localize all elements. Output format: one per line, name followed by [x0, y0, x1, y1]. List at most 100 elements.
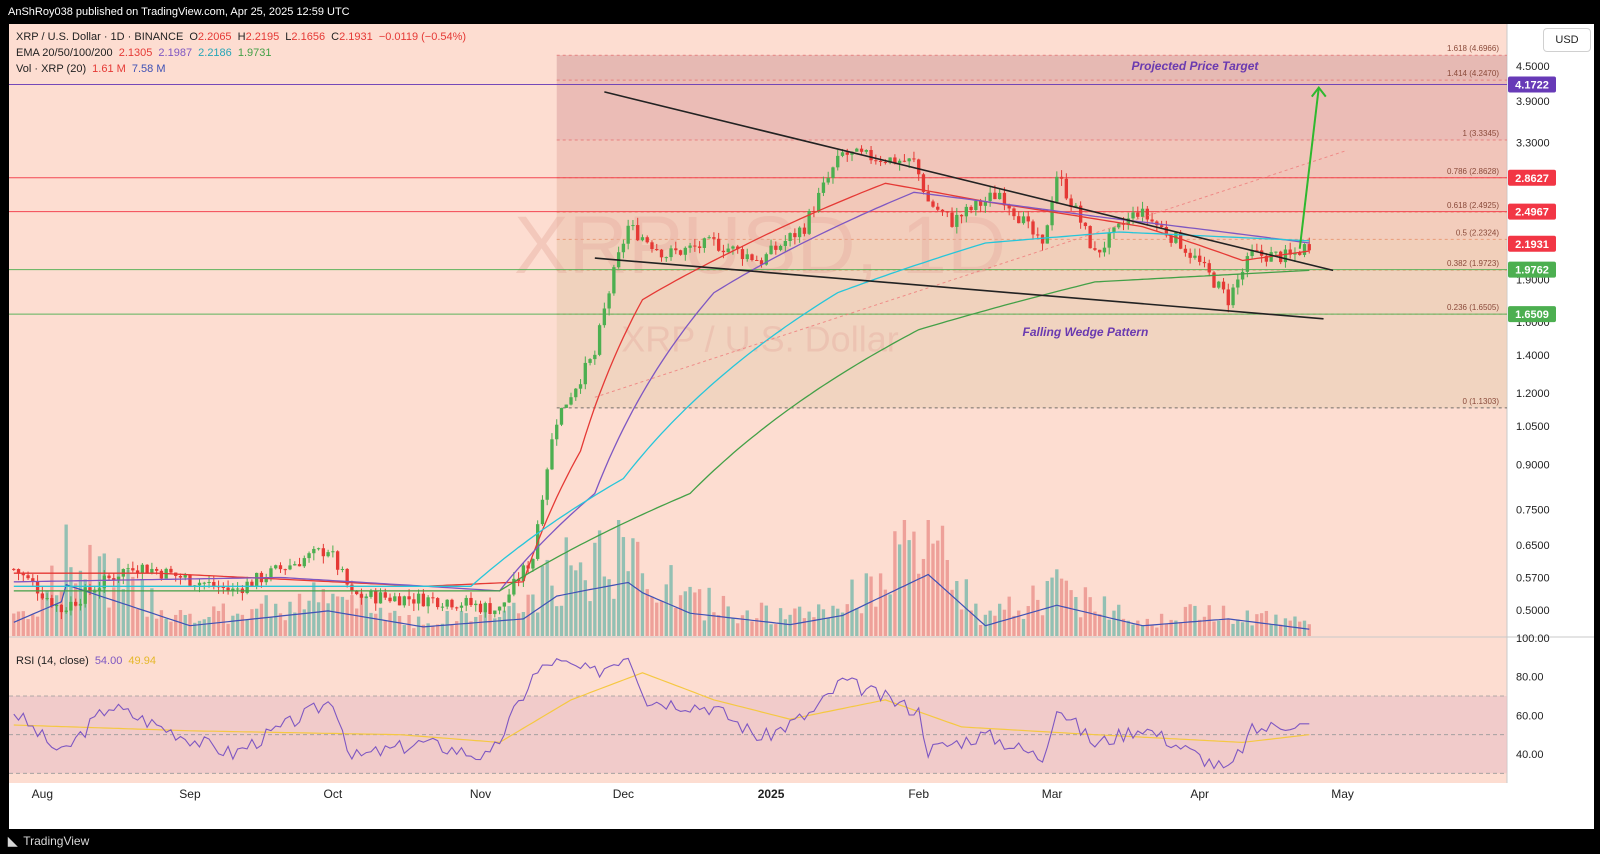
price-level-badge [1508, 76, 1556, 93]
volume-bar [1193, 605, 1197, 636]
price-level-badge-label: 4.1722 [1515, 80, 1549, 92]
volume-bar [697, 589, 702, 636]
volume-bar [250, 609, 254, 636]
volume-bar [202, 619, 206, 636]
candle-body [397, 596, 402, 606]
volume-bar [688, 586, 692, 636]
candle-body [569, 397, 573, 405]
volume-bar [364, 595, 368, 636]
volume-bar [302, 609, 306, 636]
volume-bar [297, 593, 302, 636]
volume-bar [397, 616, 402, 636]
fib-zone [556, 177, 1507, 213]
candle-body [116, 576, 121, 581]
candle-body [459, 605, 464, 608]
volume-bar [359, 592, 364, 636]
volume-bar [521, 611, 526, 636]
candle-body [35, 581, 40, 594]
volume-bar [1064, 580, 1069, 636]
candle-body [126, 568, 130, 570]
rsi-ma-line [13, 672, 1310, 744]
candle-body [326, 552, 330, 557]
fib-zone [556, 55, 1507, 81]
volume-bar [331, 593, 335, 636]
volume-bar [912, 531, 916, 636]
volume-bar [507, 606, 511, 636]
volume-bar [845, 604, 849, 636]
volume-bar [1293, 616, 1297, 636]
candle-body [1107, 232, 1111, 248]
candle-body [831, 167, 835, 178]
volume-bar [597, 530, 602, 636]
volume-bar [350, 595, 354, 636]
volume-bar [1231, 623, 1235, 636]
candle-body [764, 254, 768, 265]
volume-bar [445, 610, 449, 636]
candle-body [1178, 232, 1183, 249]
candle-body [817, 192, 821, 212]
candle-body [388, 597, 392, 602]
volume-bar [1136, 620, 1140, 636]
candle-body [559, 407, 564, 425]
volume-bar [316, 602, 321, 636]
candle-body [1036, 234, 1040, 236]
volume-bar [1031, 585, 1035, 636]
volume-bar [121, 589, 125, 636]
candle-body [131, 568, 135, 571]
volume-bar [1059, 578, 1064, 636]
price-axis-tick-label: 1.0500 [1516, 421, 1550, 433]
candle-body [40, 593, 45, 599]
candle-body [54, 604, 59, 607]
currency-button[interactable]: USD [1543, 28, 1591, 52]
volume-bar [140, 580, 145, 636]
candle-body [154, 568, 159, 571]
watermark-symbol: XRPUSD, 1D [514, 200, 1006, 291]
volume-bar [1021, 618, 1026, 636]
volume-bar [907, 540, 911, 636]
candle-body [1307, 244, 1311, 251]
candle-body [793, 233, 797, 238]
candle-body [421, 593, 426, 607]
volume-bar [231, 615, 235, 636]
volume-bar [926, 520, 930, 636]
candle-body [31, 578, 35, 582]
candle-body [483, 603, 487, 613]
candle-body [931, 201, 935, 207]
footer-brand: TradingView [23, 834, 90, 848]
price-axis-tick-label: 0.6500 [1516, 540, 1550, 552]
candle-body [431, 597, 435, 599]
volume-bar [621, 537, 626, 636]
volume-bar [212, 606, 216, 636]
price-chart[interactable]: 1.618 (4.6966) 1.414 (4.2470) 1 (3.3345) 0.… [0, 24, 1600, 829]
volume-bar [288, 601, 292, 636]
candle-body [264, 578, 268, 583]
volume-bar [1250, 625, 1254, 636]
candle-body [855, 148, 859, 152]
volume-bar [616, 520, 621, 636]
rsi-line [13, 657, 1310, 770]
legend-h-label: H [237, 31, 246, 43]
candle-body [874, 160, 878, 162]
candle-body [583, 362, 587, 385]
price-level-badge-label: 2.4967 [1515, 207, 1549, 219]
candle-body [640, 237, 645, 241]
candle-body [1083, 222, 1088, 227]
candle-body [245, 581, 249, 594]
candle-body [283, 569, 287, 571]
candle-body [312, 548, 316, 554]
volume-bar [1040, 615, 1045, 636]
volume-bar [850, 579, 854, 636]
volume-bar [764, 605, 768, 636]
price-axis-tick-label: 3.3000 [1516, 138, 1550, 150]
candle-body [1031, 221, 1035, 235]
candle-body [26, 575, 30, 579]
candle-body [750, 254, 754, 260]
volume-bar [1255, 614, 1259, 636]
candle-body [788, 233, 792, 241]
price-level-badge-label: 2.1931 [1515, 239, 1549, 251]
legend-close: 2.1931 [339, 31, 373, 43]
candle-body [202, 582, 206, 584]
volume-bar [664, 584, 668, 636]
volume-bar [1164, 623, 1169, 636]
